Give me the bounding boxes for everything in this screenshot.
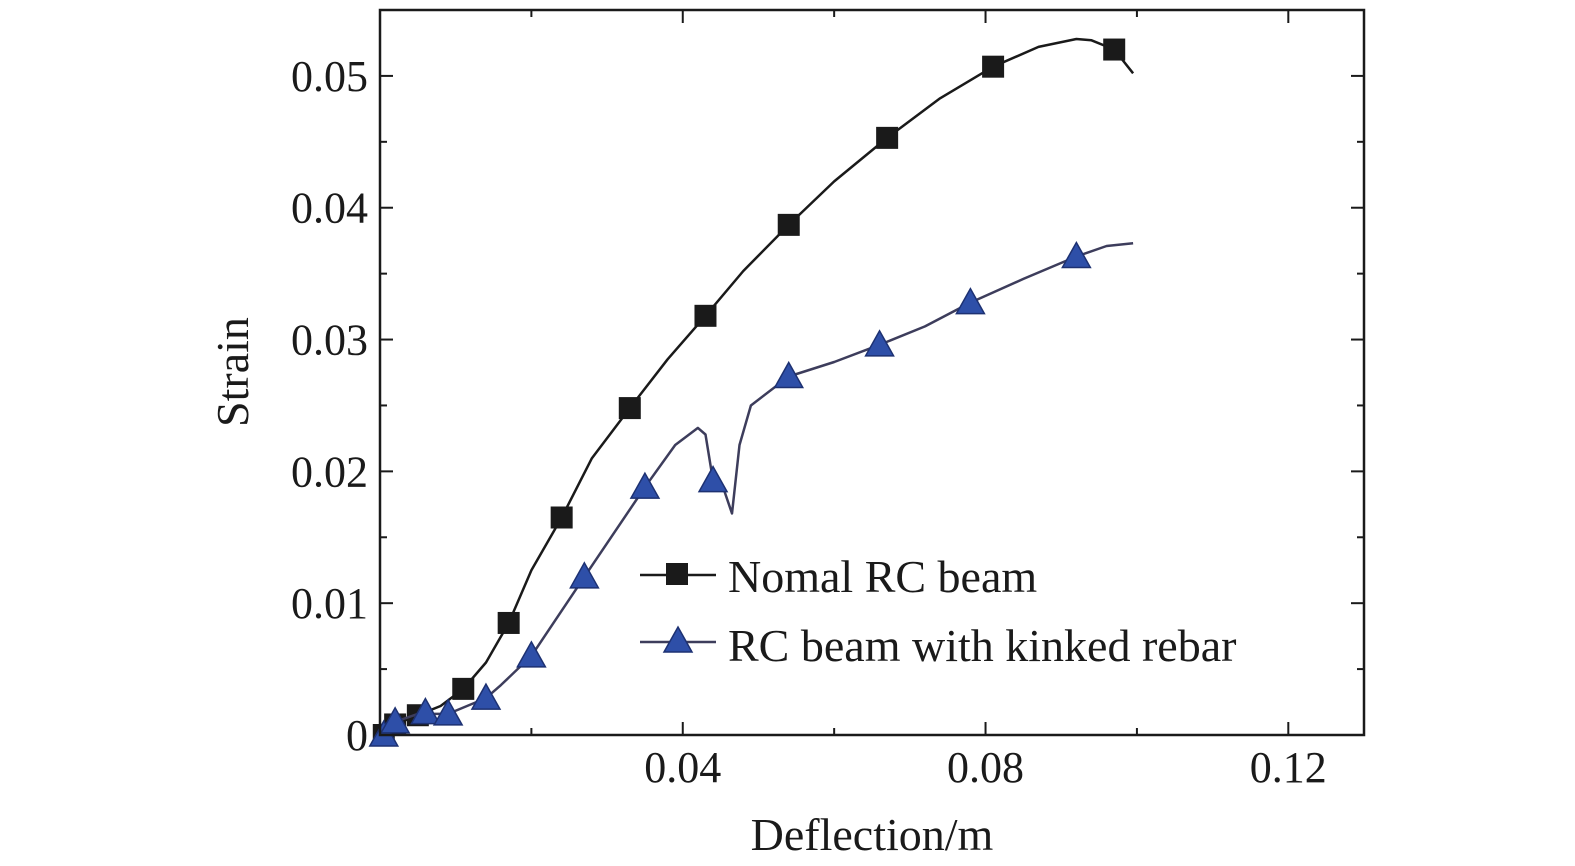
- y-tick-label: 0: [346, 711, 368, 760]
- square-marker: [982, 55, 1005, 78]
- triangle-marker: [470, 682, 502, 710]
- square-marker: [694, 304, 717, 327]
- square-marker: [550, 506, 573, 529]
- y-tick-label: 0.02: [291, 447, 368, 496]
- y-tick-label: 0.04: [291, 184, 368, 233]
- x-tick-label: 0.04: [644, 743, 721, 792]
- square-marker: [876, 126, 899, 149]
- triangle-marker: [629, 471, 661, 499]
- plot-frame: [378, 8, 1366, 737]
- y-tick-label: 0.05: [291, 52, 368, 101]
- y-axis-title: Strain: [207, 317, 258, 427]
- triangle-marker: [410, 697, 441, 725]
- x-tick-label: 0.08: [947, 743, 1024, 792]
- x-tick-label: 0.12: [1250, 743, 1327, 792]
- y-tick-label: 0.03: [291, 316, 368, 365]
- series-rc-beam-kinked-rebar: [368, 240, 1134, 747]
- triangle-marker: [955, 287, 986, 315]
- square-marker: [777, 213, 800, 236]
- legend-label-kinked: RC beam with kinked rebar: [728, 620, 1236, 671]
- legend-marker-triangle: [662, 625, 694, 653]
- legend-marker-square: [666, 563, 688, 585]
- y-tick-labels: 0 0.01 0.02 0.03 0.04 0.05: [291, 52, 368, 760]
- plot-series: [368, 37, 1135, 747]
- square-marker: [618, 397, 641, 420]
- triangle-marker: [697, 465, 729, 493]
- square-marker: [1103, 38, 1126, 61]
- triangle-marker: [864, 329, 895, 357]
- triangle-marker: [516, 640, 547, 668]
- triangle-marker: [379, 706, 411, 734]
- triangle-marker: [432, 698, 464, 726]
- triangle-marker: [569, 561, 600, 589]
- triangle-marker: [773, 360, 805, 389]
- legend: Nomal RC beam RC beam with kinked rebar: [640, 551, 1236, 671]
- x-tick-labels: 0.04 0.08 0.12: [644, 743, 1327, 792]
- square-marker: [452, 677, 475, 700]
- x-axis-title: Deflection/m: [751, 809, 994, 860]
- legend-label-nomal: Nomal RC beam: [728, 551, 1037, 602]
- square-marker: [497, 611, 520, 634]
- y-tick-label: 0.01: [291, 579, 368, 628]
- triangle-marker: [1061, 240, 1092, 269]
